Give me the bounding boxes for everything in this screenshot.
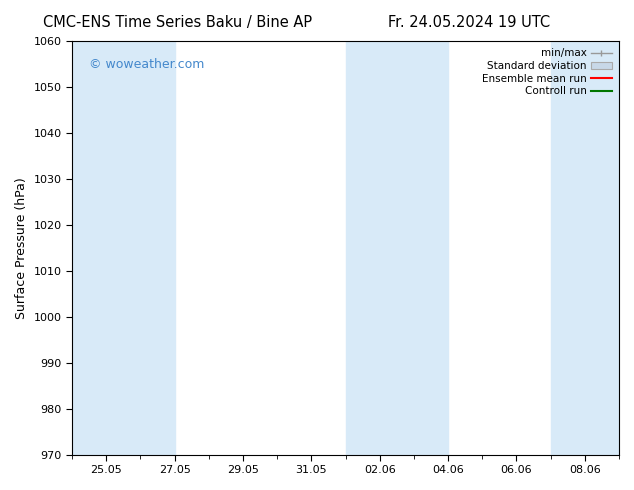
Bar <box>72 41 141 455</box>
Legend: min/max, Standard deviation, Ensemble mean run, Controll run: min/max, Standard deviation, Ensemble me… <box>480 46 614 98</box>
Text: Fr. 24.05.2024 19 UTC: Fr. 24.05.2024 19 UTC <box>388 15 550 30</box>
Bar <box>346 41 414 455</box>
Y-axis label: Surface Pressure (hPa): Surface Pressure (hPa) <box>15 177 28 318</box>
Text: CMC-ENS Time Series Baku / Bine AP: CMC-ENS Time Series Baku / Bine AP <box>43 15 312 30</box>
Bar <box>141 41 174 455</box>
Bar <box>414 41 448 455</box>
Bar <box>551 41 619 455</box>
Text: © woweather.com: © woweather.com <box>89 58 204 71</box>
